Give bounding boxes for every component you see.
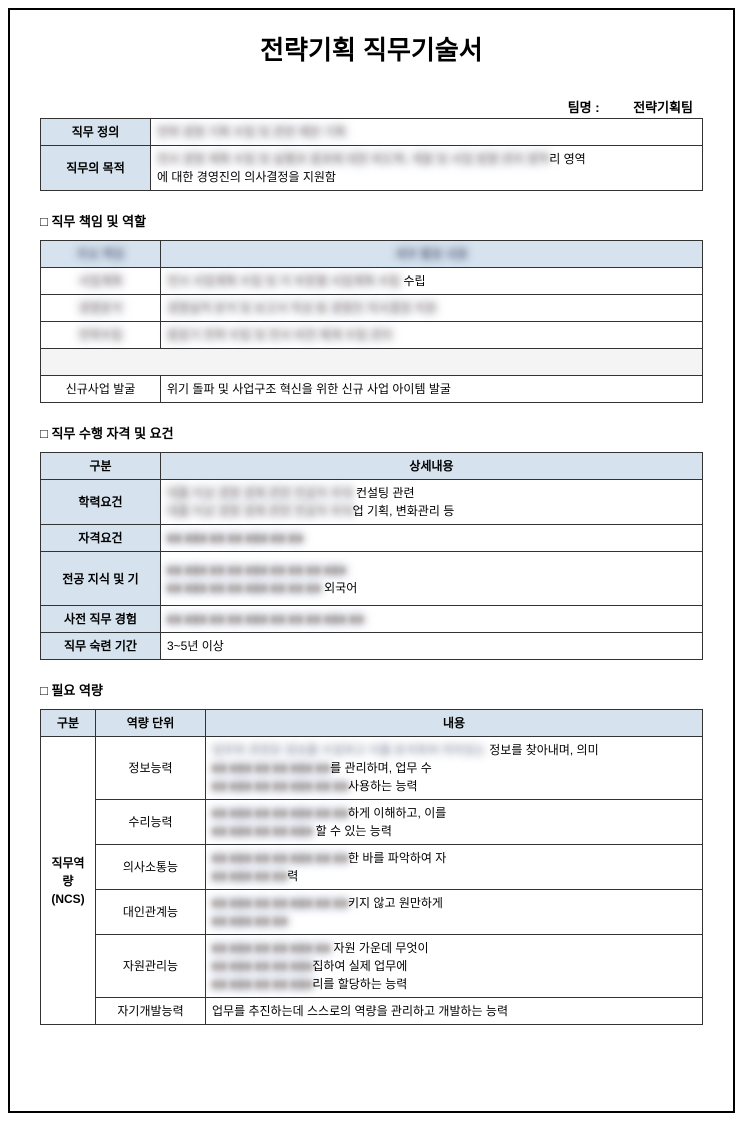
qual-label: 직무 숙련 기간 <box>41 633 161 660</box>
section-heading-1: 직무 책임 및 역할 <box>40 211 703 230</box>
resp-cell: 전사 사업계획 수립 및 각 부문별 사업계획 수립 수립 <box>161 268 703 295</box>
qual-header-2: 상세내용 <box>161 453 703 480</box>
qual-label: 사전 직무 경험 <box>41 606 161 633</box>
comp-name: 수리능력 <box>96 800 206 845</box>
team-value: 전략기획팀 <box>633 100 693 115</box>
resp-cell: 중장기 전략 수립 및 전사 비전 체계 수립 관리 <box>161 322 703 349</box>
comp-desc: 업무와 관련된 정보를 수집하고 이를 분석하여 의미있는 정보를 찾아내며, … <box>206 737 703 800</box>
blurred-row <box>41 349 703 376</box>
resp-cell: 사업계획 <box>41 268 161 295</box>
comp-group: 직무역량 (NCS) <box>41 737 96 1025</box>
section-heading-2: 직무 수행 자격 및 요건 <box>40 423 703 442</box>
definition-table: 직무 정의 전략 경영 기획 수립 및 관련 제반 기획 직무의 목적 전사 경… <box>40 118 703 191</box>
team-info: 팀명 : 전략기획팀 <box>40 97 703 116</box>
qual-value: 대졸 이상 경영 경제 관련 전공자 우대 컨설팅 관련 대졸 이상 경영 경제… <box>161 480 703 525</box>
resp-cell: 경영분석 <box>41 295 161 322</box>
qual-header-1: 구분 <box>41 453 161 480</box>
qual-value: ■■ ■■■ ■■ ■■ ■■■ ■■ ■■ ■■ ■■■ ■■ ■■■ ■■ … <box>161 552 703 606</box>
page-title: 전략기획 직무기술서 <box>40 30 703 67</box>
resp-cell-last-value: 위기 돌파 및 사업구조 혁신을 위한 신규 사업 아이템 발굴 <box>161 376 703 403</box>
team-label: 팀명 : <box>568 100 600 115</box>
comp-desc: ■■ ■■■ ■■ ■■ ■■■ ■■ ■■한 바를 파악하여 자 ■■ ■■■… <box>206 845 703 890</box>
def-label-2: 직무의 목적 <box>41 146 151 191</box>
document-page: 전략기획 직무기술서 팀명 : 전략기획팀 직무 정의 전략 경영 기획 수립 … <box>8 8 735 1113</box>
qual-label: 전공 지식 및 기 <box>41 552 161 606</box>
comp-header-2: 역량 단위 <box>96 710 206 737</box>
competencies-table: 구분 역량 단위 내용 직무역량 (NCS) 정보능력 업무와 관련된 정보를 … <box>40 709 703 1025</box>
comp-name: 의사소통능 <box>96 845 206 890</box>
resp-cell: 경영실적 분석 및 보고서 작성 등 경영진 의사결정 지원 <box>161 295 703 322</box>
comp-desc: ■■ ■■■ ■■ ■■ ■■■ ■■ ■■키지 않고 원만하게 ■■ ■■■ … <box>206 890 703 935</box>
comp-name: 자원관리능 <box>96 935 206 998</box>
section-heading-3: 필요 역량 <box>40 680 703 699</box>
qualifications-table: 구분 상세내용 학력요건 대졸 이상 경영 경제 관련 전공자 우대 컨설팅 관… <box>40 452 703 660</box>
comp-header-1: 구분 <box>41 710 96 737</box>
comp-header-3: 내용 <box>206 710 703 737</box>
def-value-1: 전략 경영 기획 수립 및 관련 제반 기획 <box>151 119 703 146</box>
comp-desc: ■■ ■■■ ■■ ■■ ■■■ ■■ ■■하게 이해하고, 이를 ■■ ■■■… <box>206 800 703 845</box>
resp-header-1: 주요 책임 <box>41 241 161 268</box>
comp-name: 자기개발능력 <box>96 998 206 1025</box>
responsibilities-table: 주요 책임 세부 활동 내용 사업계획 전사 사업계획 수립 및 각 부문별 사… <box>40 240 703 403</box>
qual-label: 자격요건 <box>41 525 161 552</box>
qual-label: 학력요건 <box>41 480 161 525</box>
resp-cell: 전략수립 <box>41 322 161 349</box>
comp-desc: 업무를 추진하는데 스스로의 역량을 관리하고 개발하는 능력 <box>206 998 703 1025</box>
qual-value: ■■ ■■■ ■■ ■■ ■■■ ■■ ■■ ■■ ■■■ ■■ <box>161 606 703 633</box>
def-value-2: 전사 경영 계획 수립 및 실행과 결과에 대한 피드백, 개발 및 사업 방향… <box>151 146 703 191</box>
resp-header-2: 세부 활동 내용 <box>161 241 703 268</box>
comp-desc: ■■ ■■■ ■■ ■■ ■■■ ■■ 자원 가운데 무엇이 ■■ ■■■ ■■… <box>206 935 703 998</box>
qual-value: ■■ ■■■ ■■ ■■ ■■■ ■■ ■■ <box>161 525 703 552</box>
comp-name: 정보능력 <box>96 737 206 800</box>
comp-name: 대인관계능 <box>96 890 206 935</box>
qual-value: 3~5년 이상 <box>161 633 703 660</box>
def-label-1: 직무 정의 <box>41 119 151 146</box>
resp-cell-last-label: 신규사업 발굴 <box>41 376 161 403</box>
